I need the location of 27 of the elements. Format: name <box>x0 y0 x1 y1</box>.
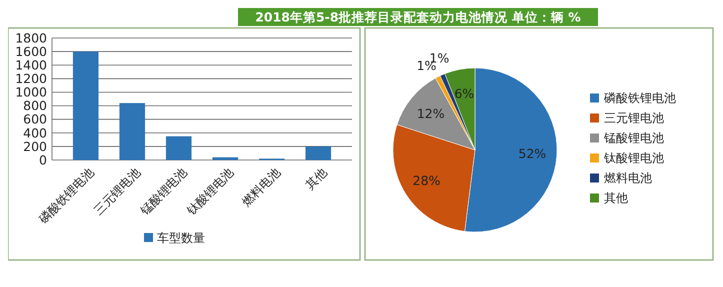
text: 2018年第5-8批推荐目录配套动力电池情况 单位：辆 % <box>255 9 582 24</box>
data-label: 6% <box>454 86 474 101</box>
y-tick-label: 800 <box>23 98 48 114</box>
bar <box>305 146 332 160</box>
y-tick-label: 200 <box>23 138 48 154</box>
y-tick-label: 1800 <box>15 30 48 46</box>
bar <box>166 136 192 160</box>
y-tick-label: 1000 <box>15 84 48 100</box>
x-tick-label: 燃料电池 <box>239 165 283 210</box>
bar <box>119 103 146 160</box>
legend-label: 锰酸锂电池 <box>603 131 664 146</box>
y-tick-label: 1600 <box>15 44 48 59</box>
bar <box>212 157 238 160</box>
legend-label: 三元锂电池 <box>604 111 664 126</box>
legend-label: 钛酸锂电池 <box>603 151 664 166</box>
y-tick-label: 1200 <box>15 71 48 86</box>
legend-label: 车型数量 <box>157 231 205 246</box>
data-label: 12% <box>416 106 445 121</box>
data-label: 52% <box>518 146 546 161</box>
bar <box>72 52 99 160</box>
y-tick-label: 0 <box>39 152 48 168</box>
legend-label: 磷酸铁锂电池 <box>603 91 676 106</box>
x-tick-label: 其他 <box>302 165 330 192</box>
y-tick-label: 400 <box>23 125 48 140</box>
y-tick-label: 1400 <box>15 57 48 72</box>
y-tick-label: 600 <box>23 112 48 127</box>
data-label: 28% <box>412 173 441 188</box>
